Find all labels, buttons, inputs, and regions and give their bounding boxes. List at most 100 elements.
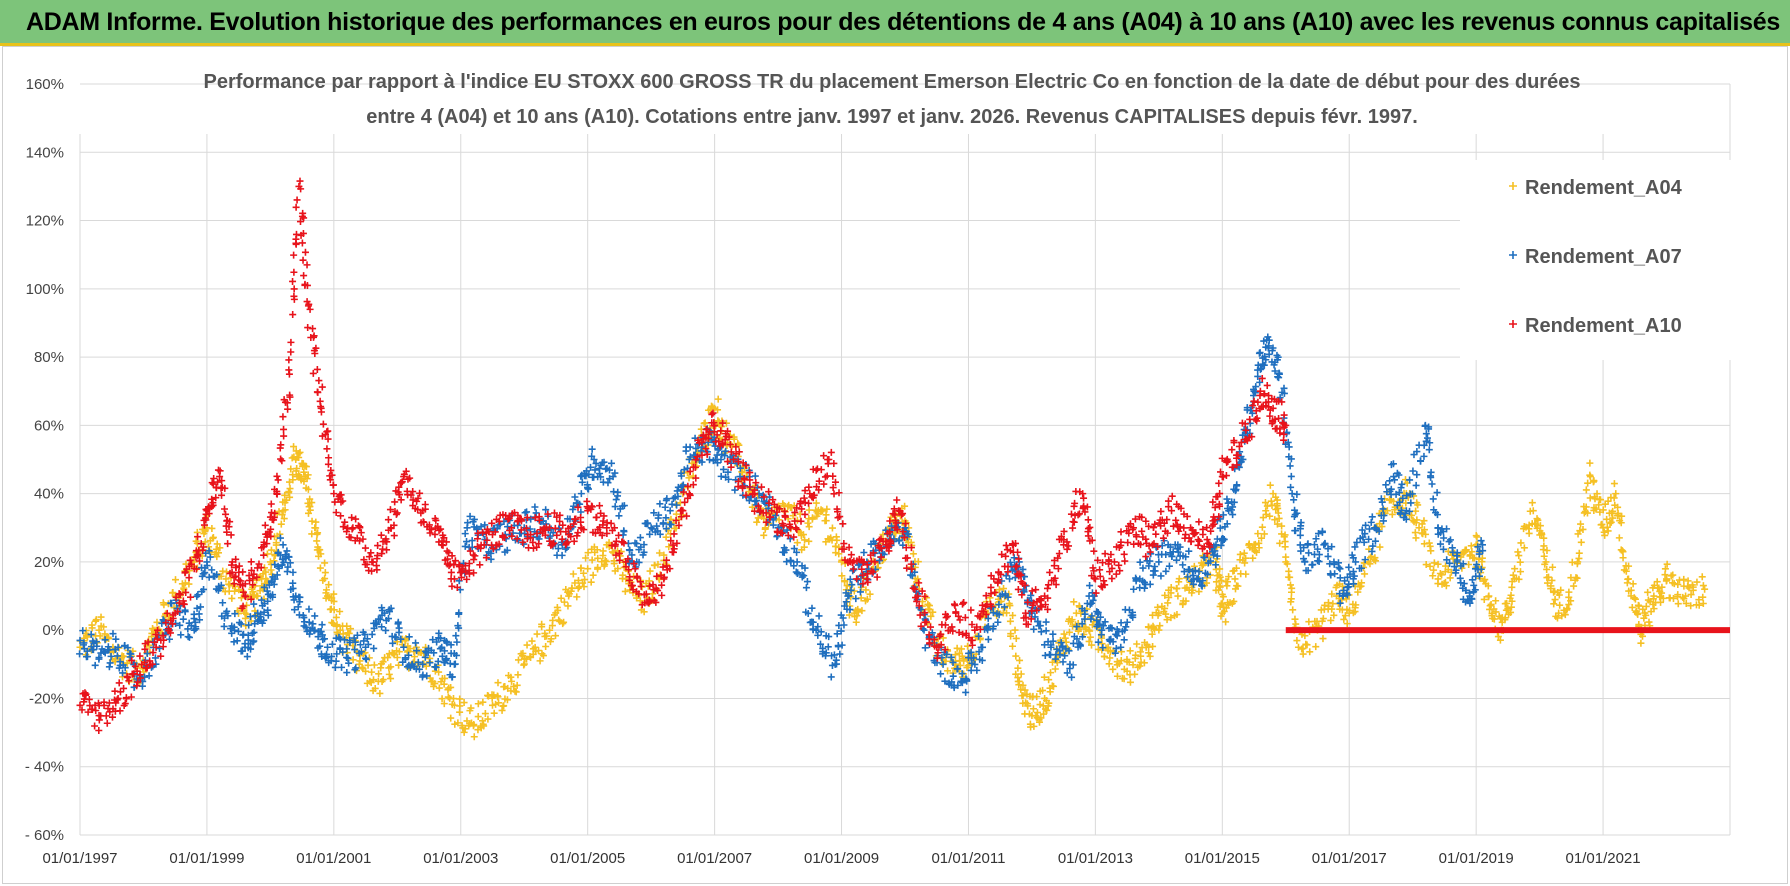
data-point (1282, 421, 1290, 429)
scatter-mark (1462, 547, 1470, 555)
scatter-mark (112, 699, 120, 707)
scatter-mark (273, 571, 281, 579)
data-point (1390, 473, 1398, 481)
scatter-mark (535, 646, 543, 654)
scatter-mark (283, 547, 291, 555)
scatter-mark (944, 667, 952, 675)
scatter-mark (951, 602, 959, 610)
scatter-mark (801, 536, 809, 544)
scatter-mark (1123, 618, 1131, 626)
scatter-mark (280, 432, 288, 440)
scatter-mark (182, 588, 190, 596)
scatter-mark (1397, 484, 1405, 492)
scatter-mark (1088, 599, 1096, 607)
scatter-mark (542, 642, 550, 650)
scatter-mark (1597, 496, 1605, 504)
scatter-mark (1314, 530, 1322, 538)
scatter-mark (1124, 539, 1132, 547)
data-point (717, 456, 725, 463)
scatter-mark (943, 650, 951, 658)
scatter-mark (665, 543, 673, 551)
scatter-mark (1336, 565, 1344, 573)
scatter-mark (1312, 535, 1320, 543)
x-tick-label: 01/01/2005 (550, 850, 625, 867)
scatter-mark (395, 661, 403, 669)
scatter-mark (366, 677, 374, 685)
scatter-mark (1360, 538, 1368, 546)
scatter-mark (533, 630, 541, 638)
scatter-mark (1607, 518, 1615, 526)
scatter-mark (1207, 557, 1214, 565)
scatter-mark (1350, 572, 1358, 580)
legend-marker (1509, 182, 1517, 190)
scatter-mark (982, 610, 990, 618)
scatter-mark (1525, 525, 1533, 533)
scatter-mark (805, 523, 813, 531)
scatter-mark (1167, 614, 1175, 622)
scatter-mark (975, 648, 983, 656)
scatter-mark (896, 507, 904, 515)
scatter-mark (260, 543, 268, 551)
scatter-mark (1073, 635, 1081, 643)
scatter-mark (1631, 595, 1639, 603)
scatter-mark (300, 272, 308, 280)
scatter-mark (1233, 481, 1241, 489)
scatter-mark (97, 613, 105, 621)
scatter-mark (662, 514, 670, 522)
data-point (76, 636, 84, 644)
scatter-mark (1253, 548, 1261, 556)
scatter-mark (1185, 566, 1192, 574)
scatter-mark (581, 576, 589, 584)
scatter-mark (375, 670, 383, 678)
scatter-mark (206, 553, 214, 561)
y-tick-label: 80% (34, 349, 64, 366)
scatter-mark (947, 653, 955, 661)
scatter-mark (339, 523, 347, 531)
scatter-mark (153, 635, 161, 643)
scatter-mark (927, 623, 935, 631)
scatter-mark (232, 555, 240, 563)
scatter-mark (192, 537, 200, 545)
scatter-mark (621, 587, 629, 595)
scatter-mark (228, 568, 236, 576)
scatter-mark (320, 635, 328, 643)
scatter-mark (273, 472, 281, 480)
scatter-mark (856, 588, 864, 596)
scatter-mark (438, 652, 446, 660)
scatter-mark (1245, 540, 1253, 548)
scatter-mark (153, 618, 161, 626)
scatter-mark (571, 579, 579, 587)
scatter-mark (825, 633, 833, 641)
scatter-mark (989, 622, 997, 630)
scatter-mark (686, 443, 694, 451)
scatter-mark (1052, 655, 1060, 663)
data-point (844, 592, 852, 600)
scatter-mark (519, 538, 527, 546)
scatter-mark (1324, 552, 1332, 560)
scatter-mark (1217, 541, 1225, 549)
scatter-mark (784, 531, 792, 539)
gridlines (79, 83, 1731, 836)
scatter-mark (662, 556, 670, 564)
scatter-mark (316, 564, 324, 572)
scatter-mark (556, 511, 564, 519)
scatter-mark (724, 427, 732, 435)
scatter-mark (124, 673, 132, 681)
scatter-mark (447, 641, 455, 649)
scatter-mark (1264, 398, 1272, 406)
data-point (216, 473, 224, 481)
scatter-mark (714, 406, 722, 414)
scatter-mark (500, 683, 508, 691)
scatter-mark (810, 491, 818, 499)
scatter-mark (797, 517, 805, 525)
scatter-mark (324, 435, 332, 443)
scatter-mark (832, 656, 840, 664)
data-point (793, 558, 801, 566)
scatter-mark (1433, 511, 1441, 519)
scatter-mark (727, 463, 735, 471)
scatter-mark (1331, 570, 1339, 578)
scatter-mark (1229, 503, 1237, 511)
scatter-mark (293, 473, 301, 481)
banner-title: ADAM Informe. Evolution historique des p… (26, 8, 1780, 36)
scatter-mark (1265, 392, 1273, 400)
